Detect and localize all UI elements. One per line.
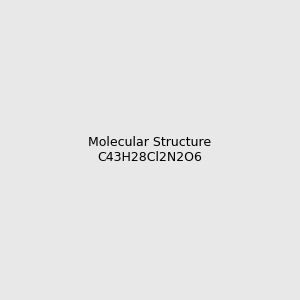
Text: Molecular Structure
C43H28Cl2N2O6: Molecular Structure C43H28Cl2N2O6 (88, 136, 212, 164)
